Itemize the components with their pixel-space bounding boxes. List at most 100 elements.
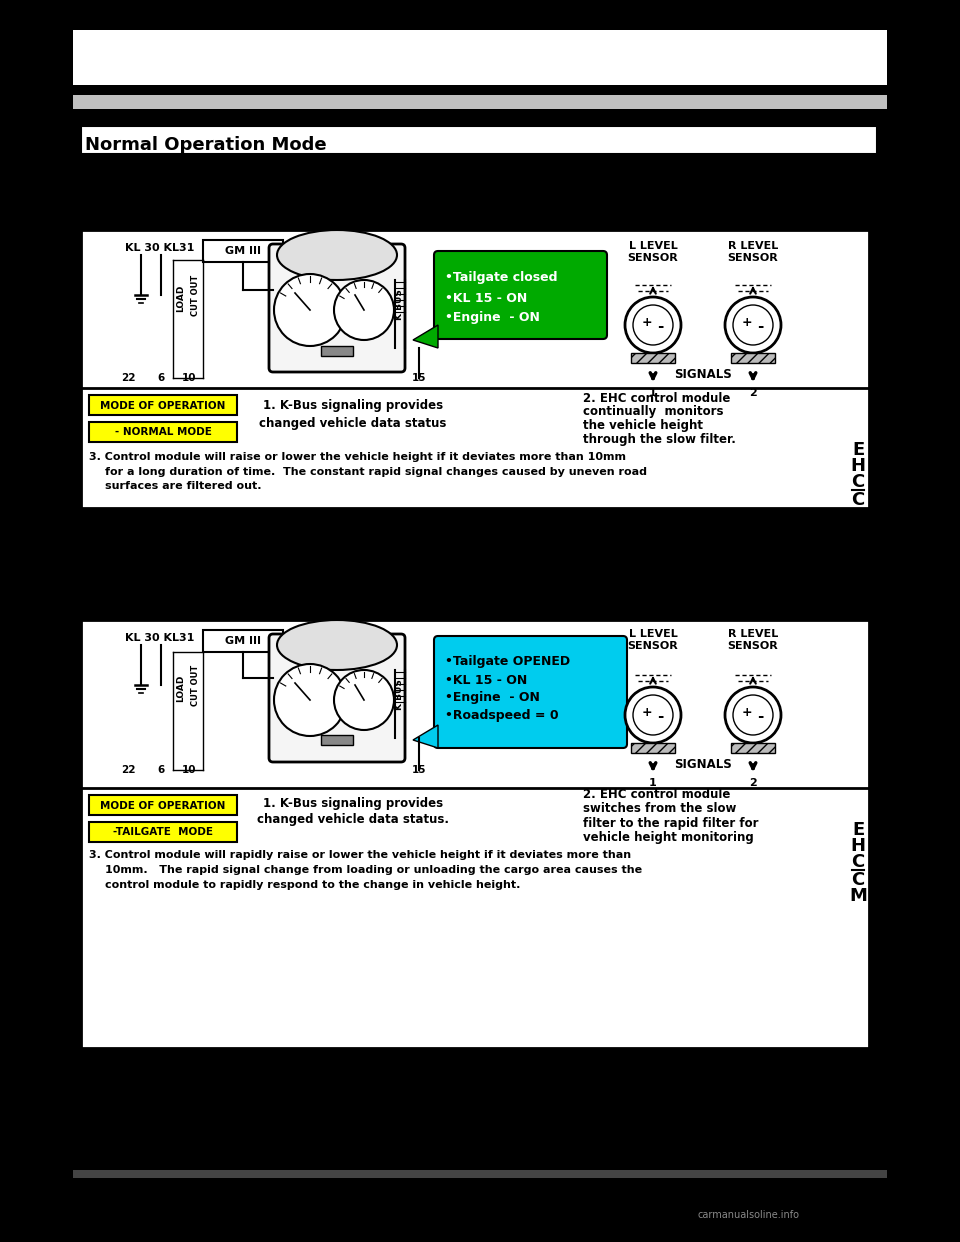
Text: Tailgate Operating Mode: Tailgate Operating Mode <box>85 530 316 548</box>
Text: +: + <box>641 707 652 719</box>
Text: L LEVEL: L LEVEL <box>629 241 678 251</box>
Text: Normal Operation Mode: Normal Operation Mode <box>85 137 326 154</box>
Bar <box>73 30 887 84</box>
Text: changed vehicle data status: changed vehicle data status <box>259 416 446 430</box>
Circle shape <box>633 696 673 735</box>
Circle shape <box>625 297 681 353</box>
Text: •Roadspeed = 0: •Roadspeed = 0 <box>445 709 559 723</box>
Ellipse shape <box>277 620 397 669</box>
Text: C: C <box>852 853 865 871</box>
Text: M: M <box>849 507 867 525</box>
Text: -: - <box>756 319 763 334</box>
Bar <box>731 743 775 753</box>
Text: +: + <box>742 707 753 719</box>
Text: monitor the input signals from the ride height sensors and will activate a corre: monitor the input signals from the ride … <box>85 196 684 209</box>
Text: 2. EHC control module: 2. EHC control module <box>583 789 731 801</box>
Text: L LEVEL: L LEVEL <box>629 628 678 638</box>
Text: SENSOR: SENSOR <box>728 641 779 651</box>
Text: -: - <box>756 709 763 724</box>
Text: -: - <box>657 319 663 334</box>
Circle shape <box>733 696 773 735</box>
Text: -TAILGATE  MODE: -TAILGATE MODE <box>113 827 213 837</box>
Text: ride height deviates by at least  10mm.: ride height deviates by at least 10mm. <box>85 212 349 225</box>
Text: 3. Control module will rapidly raise or lower the vehicle height if it deviates : 3. Control module will rapidly raise or … <box>89 850 631 859</box>
Bar <box>73 94 887 109</box>
Text: carmanualsoline.info: carmanualsoline.info <box>698 1210 800 1220</box>
Polygon shape <box>413 725 438 748</box>
Text: MODE OF OPERATION: MODE OF OPERATION <box>100 401 226 411</box>
Text: 1. K-Bus signaling provides: 1. K-Bus signaling provides <box>263 400 444 412</box>
Bar <box>89 422 237 442</box>
Circle shape <box>725 297 781 353</box>
Bar <box>89 795 237 815</box>
Text: M: M <box>849 887 867 905</box>
Text: for a long duration of time.  The constant rapid signal changes caused by uneven: for a long duration of time. The constan… <box>105 467 647 477</box>
Text: GM III: GM III <box>225 246 261 256</box>
FancyBboxPatch shape <box>269 633 405 763</box>
Text: - NORMAL MODE: - NORMAL MODE <box>114 427 211 437</box>
Text: C: C <box>852 491 865 509</box>
Ellipse shape <box>277 230 397 279</box>
Text: SIGNALS: SIGNALS <box>674 369 732 381</box>
Text: through the slow filter.: through the slow filter. <box>583 433 736 447</box>
Text: es into the normal operation mode. In the normal mode, the control module will c: es into the normal operation mode. In th… <box>85 180 693 193</box>
FancyBboxPatch shape <box>434 636 627 748</box>
Text: switches from the slow: switches from the slow <box>583 802 736 816</box>
Text: 2: 2 <box>749 388 756 397</box>
Text: 42: 42 <box>85 1177 105 1192</box>
Text: •KL 15 - ON: •KL 15 - ON <box>445 292 527 304</box>
Text: 22: 22 <box>121 373 135 383</box>
Bar <box>81 620 869 1048</box>
Text: E: E <box>852 821 864 840</box>
Text: 10: 10 <box>181 765 196 775</box>
Text: GM III: GM III <box>225 636 261 646</box>
Text: C: C <box>852 871 865 889</box>
FancyBboxPatch shape <box>434 251 607 339</box>
Text: engine running. The difference between this mode and the normal operating mode i: engine running. The difference between t… <box>85 574 683 587</box>
Text: 6: 6 <box>157 373 164 383</box>
Text: 10: 10 <box>181 373 196 383</box>
Text: filter to the rapid filter for: filter to the rapid filter for <box>583 816 758 830</box>
Bar <box>73 1170 887 1177</box>
Text: -: - <box>657 709 663 724</box>
Text: K BUS: K BUS <box>396 289 404 320</box>
Polygon shape <box>413 325 438 348</box>
Circle shape <box>334 279 394 340</box>
Text: LOAD: LOAD <box>177 674 185 702</box>
Bar <box>631 743 675 753</box>
Text: 22: 22 <box>121 765 135 775</box>
Circle shape <box>633 306 673 345</box>
Text: E: E <box>852 441 864 460</box>
Circle shape <box>274 664 346 737</box>
Text: •Engine  - ON: •Engine - ON <box>445 692 540 704</box>
Bar <box>73 84 887 94</box>
Text: •KL 15 - ON: •KL 15 - ON <box>445 673 527 687</box>
Circle shape <box>733 306 773 345</box>
Text: C: C <box>852 473 865 491</box>
Text: 10mm.   The rapid signal change from loading or unloading the cargo area causes : 10mm. The rapid signal change from loadi… <box>105 864 642 876</box>
Text: •Engine  - ON: •Engine - ON <box>445 312 540 324</box>
Bar <box>321 735 353 745</box>
Bar <box>81 230 869 508</box>
Text: K BUS: K BUS <box>396 679 404 710</box>
Text: 2: 2 <box>749 777 756 787</box>
Bar <box>81 125 877 154</box>
Bar <box>321 347 353 356</box>
Circle shape <box>334 669 394 730</box>
Circle shape <box>274 274 346 347</box>
Text: the vehicle height: the vehicle height <box>583 420 703 432</box>
FancyBboxPatch shape <box>269 243 405 373</box>
Text: 1: 1 <box>649 388 657 397</box>
Bar <box>203 240 283 262</box>
Circle shape <box>725 687 781 743</box>
Bar <box>203 630 283 652</box>
Text: changed vehicle data status.: changed vehicle data status. <box>257 814 449 826</box>
Text: MODE OF OPERATION: MODE OF OPERATION <box>100 801 226 811</box>
Text: R LEVEL: R LEVEL <box>728 628 779 638</box>
Bar <box>631 353 675 363</box>
Text: LOAD: LOAD <box>177 284 185 312</box>
Text: SENSOR: SENSOR <box>728 253 779 263</box>
Text: 15: 15 <box>412 765 426 775</box>
Text: KL 30 KL31: KL 30 KL31 <box>125 243 194 253</box>
Text: +: + <box>641 317 652 329</box>
